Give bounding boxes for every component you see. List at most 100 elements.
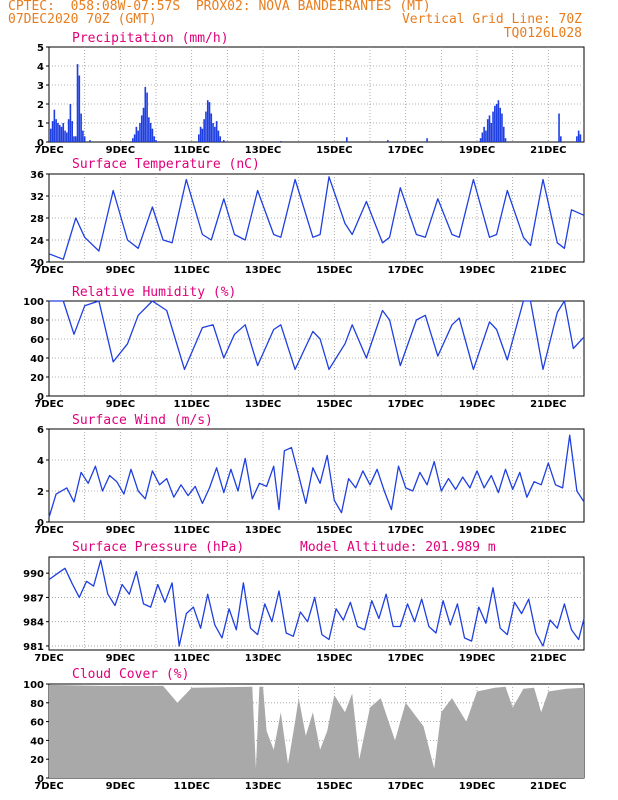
plot-frame — [48, 556, 585, 651]
precip-bar — [55, 119, 57, 142]
panel-temp: 7DEC 9DEC 11DEC 13DEC 15DEC 17DEC 19DEC 21DEC 20… — [30, 157, 585, 276]
y-tick-label: 60 — [30, 718, 44, 729]
station-title: CPTEC: 058:08W-07:57S PROX02: NOVA BANDE… — [8, 0, 431, 14]
x-tick-label: 15DEC — [316, 265, 352, 276]
y-tick-label: 4 — [37, 62, 44, 73]
y-tick-label: 40 — [30, 736, 44, 747]
y-tick-label: 2 — [37, 100, 44, 111]
precip-bar — [501, 113, 503, 142]
precip-bar — [483, 126, 485, 142]
x-tick-label: 7DEC — [34, 653, 63, 664]
y-tick-label: 100 — [23, 680, 44, 691]
precip-bar — [73, 136, 75, 142]
panel-title-cloud: Cloud Cover (%) — [72, 667, 189, 682]
x-tick-label: 13DEC — [245, 145, 281, 156]
x-tick-label: 9DEC — [106, 525, 135, 536]
precip-bar — [137, 130, 139, 142]
x-tick-label: 15DEC — [316, 653, 352, 664]
series-line-pressure — [48, 559, 585, 647]
precip-bar — [205, 111, 207, 142]
x-tick-label: 15DEC — [316, 525, 352, 536]
x-tick-label: 9DEC — [106, 145, 135, 156]
precip-bar — [479, 138, 482, 142]
precip-bar — [140, 115, 143, 142]
y-tick-label: 80 — [30, 316, 44, 327]
run-date: 07DEC2020 70Z (GMT) — [8, 12, 157, 27]
x-tick-label: 19DEC — [459, 399, 495, 410]
precip-bar — [490, 123, 493, 142]
y-tick-label: 981 — [23, 642, 44, 653]
y-tick-label: 36 — [30, 170, 44, 181]
precip-bar — [135, 126, 138, 142]
x-tick-label: 17DEC — [387, 145, 423, 156]
precip-bar — [579, 134, 582, 142]
x-tick-label: 13DEC — [245, 525, 281, 536]
y-tick-label: 3 — [37, 81, 44, 92]
precip-bar — [82, 130, 84, 142]
precip-bar — [69, 104, 72, 142]
precip-bar — [203, 119, 205, 142]
y-tick-label: 32 — [30, 192, 44, 203]
plot-frame — [48, 46, 585, 143]
y-tick-label: 40 — [30, 354, 44, 365]
precip-bar — [151, 128, 154, 142]
precip-bar — [58, 124, 61, 142]
panel-rh: 7DEC 9DEC 11DEC 13DEC 15DEC 17DEC 19DEC 21DEC 0 2… — [23, 285, 585, 410]
precip-bar — [83, 136, 86, 142]
x-tick-label: 17DEC — [387, 653, 423, 664]
precip-bar — [492, 111, 494, 142]
y-tick-label: 24 — [30, 236, 44, 247]
series-line-wind — [48, 434, 585, 518]
precip-bar — [215, 121, 218, 142]
precip-bar — [387, 140, 389, 142]
precip-bar — [212, 123, 214, 142]
panel-pressure: 7DEC 9DEC 11DEC 13DEC 15DEC 17DEC 19DEC 21DEC 98… — [23, 540, 585, 664]
precip-bar — [576, 136, 578, 142]
plot-frame — [48, 300, 585, 397]
y-tick-label: 990 — [23, 569, 44, 580]
x-tick-label: 9DEC — [106, 399, 135, 410]
plot-frame — [48, 428, 585, 523]
precip-bar — [74, 136, 77, 142]
precip-bar — [66, 132, 68, 142]
precip-bar — [577, 130, 580, 142]
precip-bar — [155, 140, 157, 142]
precip-bar — [485, 130, 487, 142]
y-tick-label: 5 — [37, 43, 44, 54]
y-tick-label: 984 — [23, 618, 44, 629]
x-tick-label: 17DEC — [387, 399, 423, 410]
precip-bar — [210, 113, 213, 142]
x-tick-label: 17DEC — [387, 781, 423, 792]
x-tick-label: 7DEC — [34, 399, 63, 410]
series-line-rh — [49, 300, 585, 371]
x-tick-label: 7DEC — [34, 525, 63, 536]
precip-bar — [132, 138, 134, 142]
y-tick-label: 0 — [37, 392, 44, 403]
x-tick-label: 13DEC — [245, 265, 281, 276]
precip-bar — [148, 117, 150, 142]
precip-bar — [142, 107, 145, 142]
y-tick-label: 2 — [37, 487, 44, 498]
x-tick-label: 11DEC — [173, 145, 209, 156]
y-tick-label: 0 — [37, 774, 44, 785]
precip-bar — [57, 123, 59, 142]
y-tick-label: 80 — [30, 699, 44, 710]
y-tick-label: 987 — [23, 593, 44, 604]
x-tick-label: 13DEC — [245, 781, 281, 792]
precip-bar — [201, 128, 204, 142]
panel-title-rh: Relative Humidity (%) — [72, 285, 236, 300]
precip-bar — [558, 113, 560, 142]
precip-bar — [51, 121, 54, 142]
precip-bar — [67, 119, 70, 142]
x-tick-label: 7DEC — [34, 265, 63, 276]
x-tick-label: 19DEC — [459, 653, 495, 664]
y-tick-label: 20 — [30, 373, 44, 384]
precip-bar — [560, 136, 562, 142]
panel-wind: 7DEC 9DEC 11DEC 13DEC 15DEC 17DEC 19DEC 21DEC 0 2… — [34, 413, 585, 536]
precip-bar — [497, 100, 500, 142]
grid-note: Vertical Grid Line: 70Z — [401, 12, 582, 27]
chart-header: CPTEC: 058:08W-07:57S PROX02: NOVA BANDE… — [0, 0, 618, 48]
x-tick-label: 21DEC — [530, 781, 566, 792]
precip-bar — [214, 126, 216, 142]
